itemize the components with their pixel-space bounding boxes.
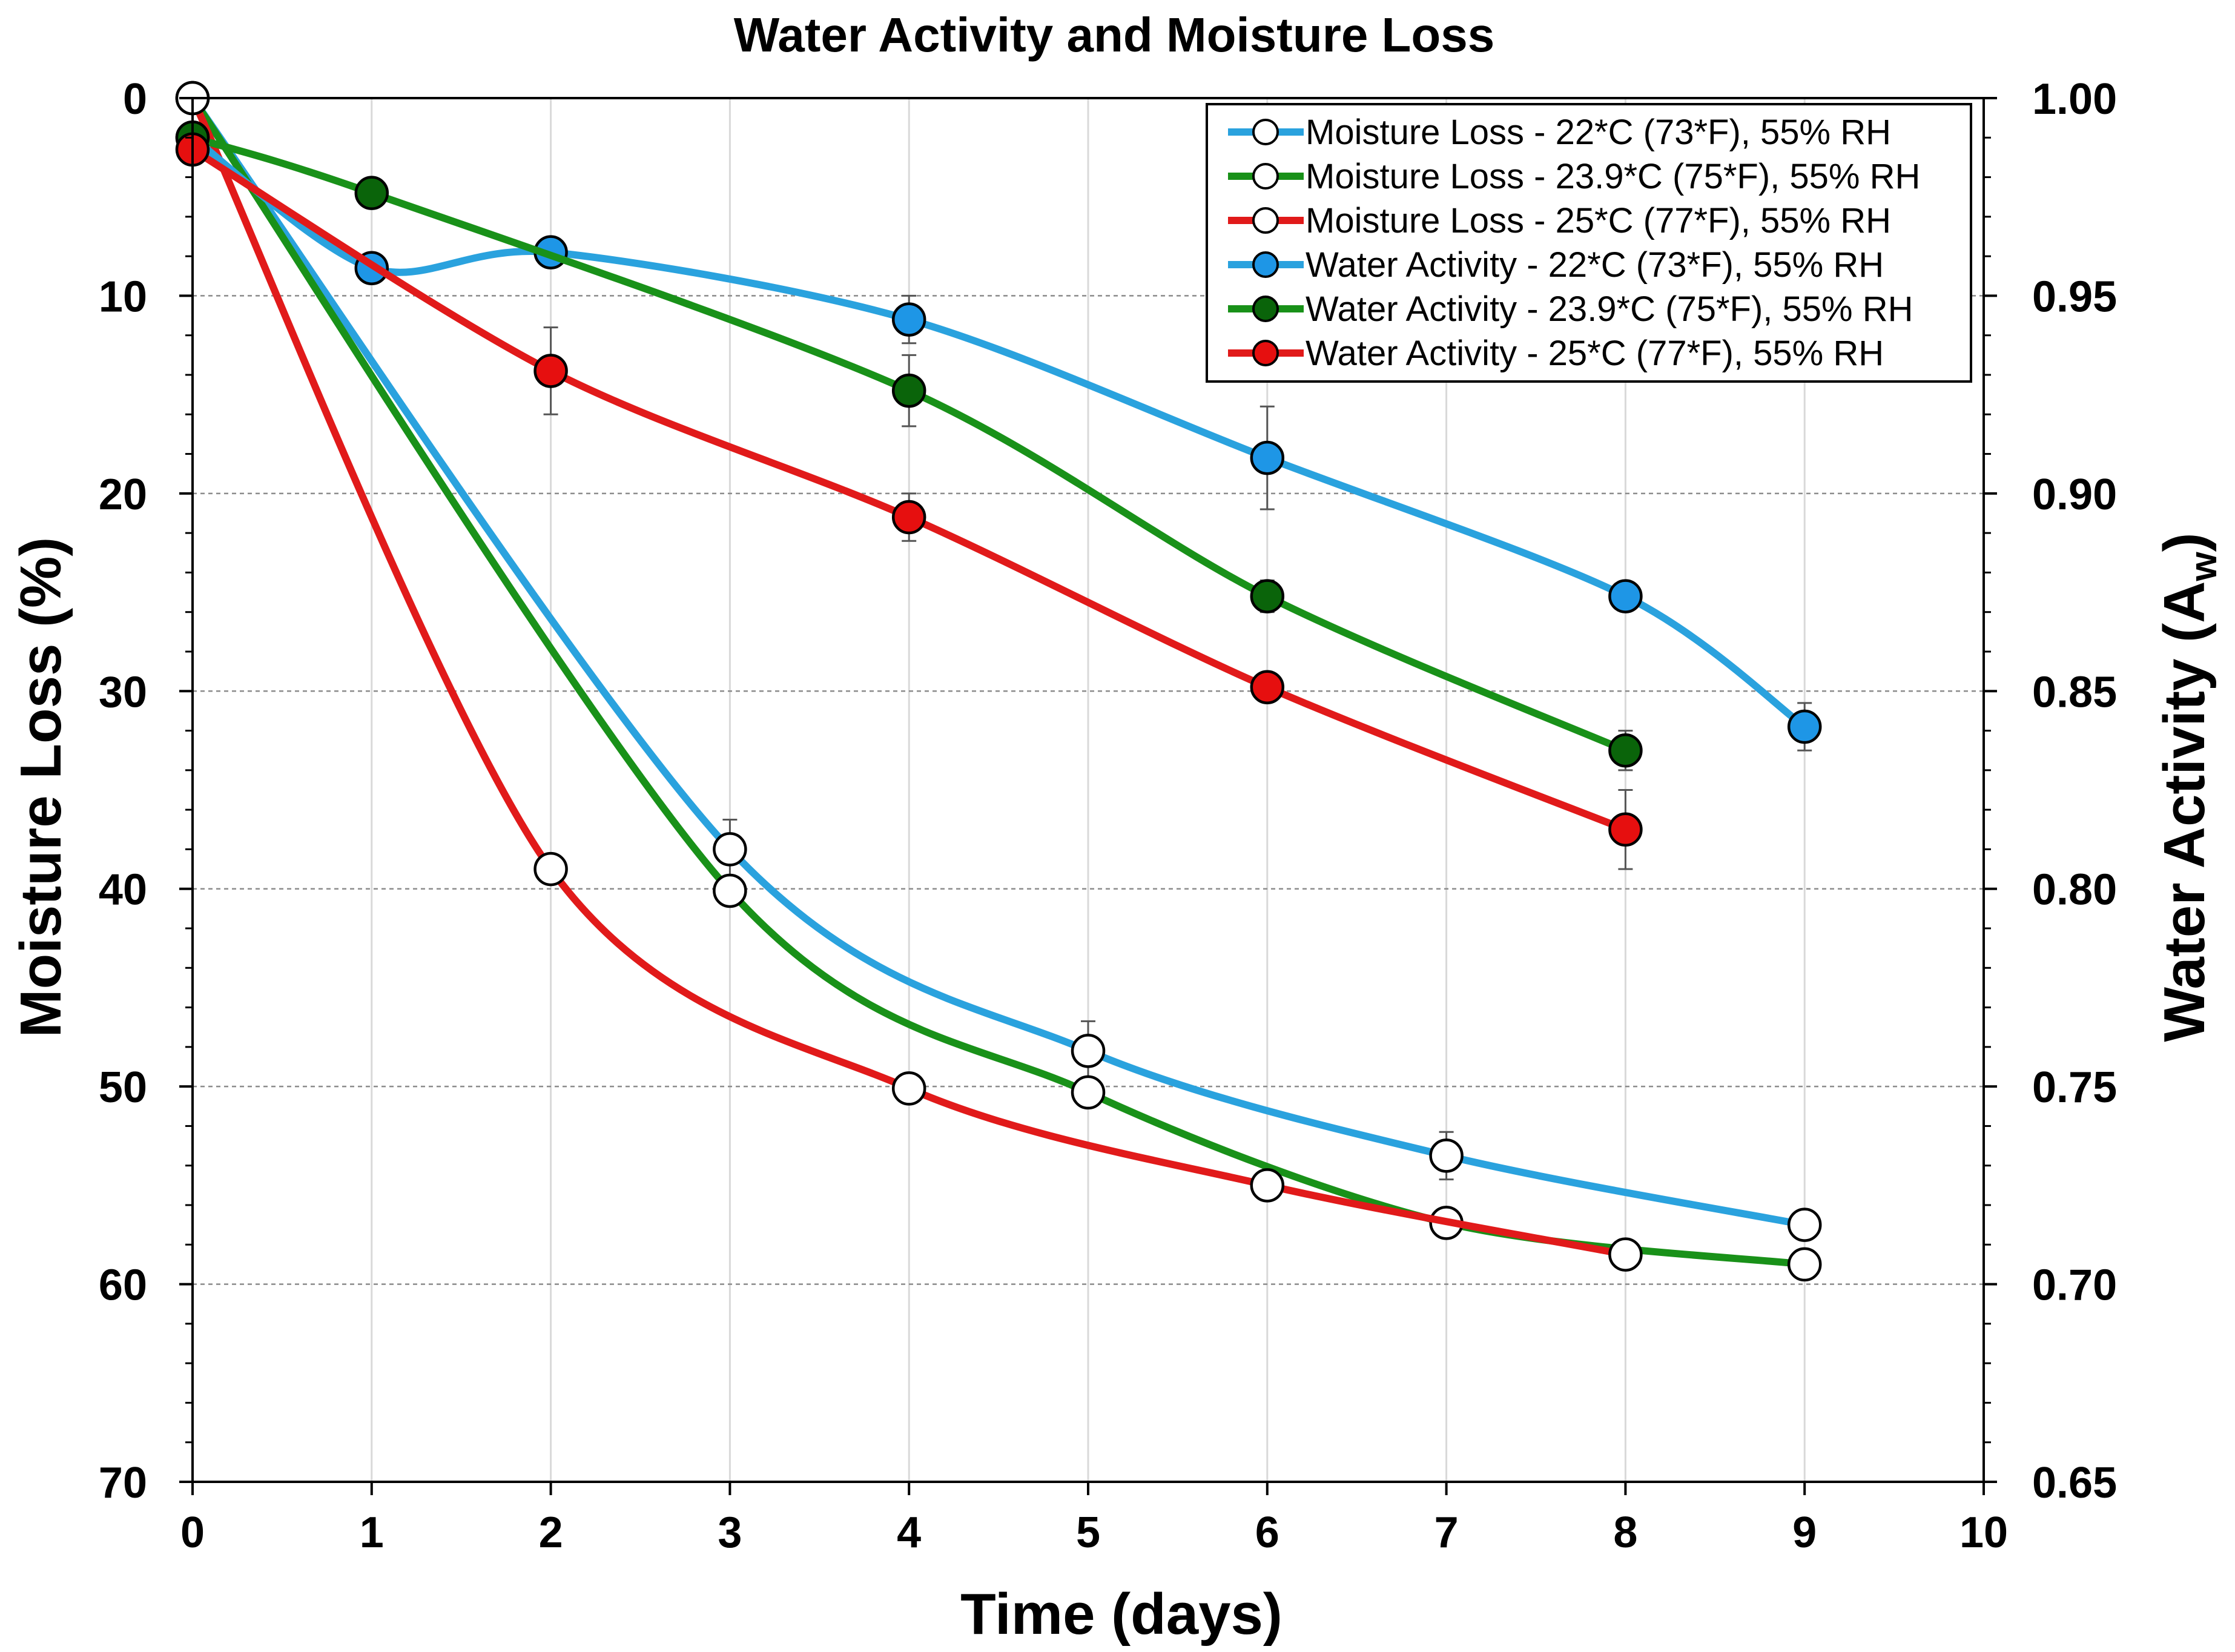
chart-title: Water Activity and Moisture Loss bbox=[734, 8, 1495, 62]
x-tick-label: 2 bbox=[539, 1508, 563, 1557]
data-point bbox=[1071, 1034, 1106, 1068]
data-point bbox=[1071, 1075, 1106, 1110]
legend-item: Moisture Loss - 22*C (73*F), 55% RH bbox=[1228, 113, 1891, 152]
legend-label: Moisture Loss - 22*C (73*F), 55% RH bbox=[1306, 113, 1891, 152]
data-point bbox=[1608, 733, 1643, 768]
data-point bbox=[1787, 709, 1822, 744]
legend-label: Moisture Loss - 25*C (77*F), 55% RH bbox=[1306, 201, 1891, 240]
legend-item: Water Activity - 25*C (77*F), 55% RH bbox=[1228, 334, 1884, 373]
data-point bbox=[1787, 1208, 1822, 1242]
y2-tick-label: 0.90 bbox=[2032, 471, 2117, 519]
x-tick-label: 0 bbox=[180, 1508, 205, 1557]
x-tick-label: 7 bbox=[1434, 1508, 1459, 1557]
legend-marker bbox=[1252, 340, 1279, 366]
data-point bbox=[354, 176, 389, 210]
legend-marker bbox=[1252, 207, 1279, 234]
y2-tick-label: 0.95 bbox=[2032, 273, 2117, 321]
x-tick-label: 6 bbox=[1255, 1508, 1279, 1557]
data-point bbox=[1608, 1237, 1643, 1272]
y-tick-label: 30 bbox=[99, 668, 147, 716]
y2-tick-label: 0.75 bbox=[2032, 1063, 2117, 1112]
x-axis-title: Time (days) bbox=[960, 1582, 1283, 1647]
legend-label: Water Activity - 23.9*C (75*F), 55% RH bbox=[1306, 289, 1913, 329]
data-point bbox=[713, 873, 747, 908]
data-point bbox=[1608, 579, 1643, 613]
data-point bbox=[891, 302, 926, 337]
y2-tick-label: 0.85 bbox=[2032, 668, 2117, 716]
y-tick-label: 70 bbox=[99, 1459, 147, 1507]
legend-marker bbox=[1252, 163, 1279, 190]
y2-tick-label: 1.00 bbox=[2032, 75, 2117, 124]
y-axis-title: Moisture Loss (%) bbox=[8, 537, 73, 1038]
data-point bbox=[1250, 670, 1285, 705]
y2-axis-title-sub: w bbox=[2183, 552, 2225, 582]
data-point bbox=[1250, 1168, 1285, 1203]
legend-label: Water Activity - 25*C (77*F), 55% RH bbox=[1306, 334, 1884, 373]
y-tick-label: 50 bbox=[99, 1063, 147, 1112]
y2-tick-label: 0.65 bbox=[2032, 1459, 2117, 1507]
y-tick-label: 20 bbox=[99, 471, 147, 519]
series-4 bbox=[175, 121, 1643, 771]
legend-marker bbox=[1252, 251, 1279, 278]
x-tick-label: 10 bbox=[1959, 1508, 2008, 1557]
data-point bbox=[1608, 812, 1643, 847]
data-point bbox=[713, 832, 747, 867]
legend-item: Moisture Loss - 25*C (77*F), 55% RH bbox=[1228, 201, 1891, 240]
y2-axis-title: Water Activity (Aw) bbox=[2152, 532, 2225, 1042]
x-tick-label: 1 bbox=[360, 1508, 384, 1557]
data-point bbox=[1250, 440, 1285, 475]
legend-item: Water Activity - 22*C (73*F), 55% RH bbox=[1228, 245, 1884, 285]
data-point bbox=[1787, 1247, 1822, 1282]
legend: Moisture Loss - 22*C (73*F), 55% RH Moist… bbox=[1206, 103, 1972, 383]
legend-box bbox=[1206, 103, 1972, 383]
x-tick-label: 5 bbox=[1076, 1508, 1100, 1557]
axes: 0 1 2 3 4 5 6 7 8 9 10 0 10 20 30 40 50 60 70 1.00 0.95 0.90 0… bbox=[99, 75, 2117, 1557]
data-point bbox=[1429, 1138, 1464, 1173]
y-tick-label: 60 bbox=[99, 1261, 147, 1310]
series-line bbox=[189, 94, 1809, 1229]
legend-marker bbox=[1252, 119, 1279, 145]
series-line bbox=[189, 94, 1629, 1258]
y-tick-label: 40 bbox=[99, 866, 147, 914]
series-layer bbox=[175, 81, 1822, 1282]
y2-tick-label: 0.80 bbox=[2032, 866, 2117, 914]
x-tick-label: 4 bbox=[897, 1508, 921, 1557]
x-tick-label: 8 bbox=[1613, 1508, 1637, 1557]
x-tick-label: 3 bbox=[718, 1508, 742, 1557]
data-point bbox=[533, 851, 568, 887]
legend-label: Water Activity - 22*C (73*F), 55% RH bbox=[1306, 245, 1884, 285]
y2-axis-title-close: ) bbox=[2152, 532, 2217, 552]
data-point bbox=[891, 373, 926, 408]
y2-tick-label: 0.70 bbox=[2032, 1261, 2117, 1310]
data-point bbox=[891, 1071, 926, 1106]
legend-label: Moisture Loss - 23.9*C (75*F), 55% RH bbox=[1306, 157, 1920, 196]
data-point bbox=[533, 354, 568, 388]
y-tick-label: 0 bbox=[123, 75, 147, 124]
data-point bbox=[1250, 579, 1285, 613]
legend-item: Water Activity - 23.9*C (75*F), 55% RH bbox=[1228, 289, 1913, 329]
x-tick-label: 9 bbox=[1792, 1508, 1817, 1557]
y2-axis-title-main: Water Activity (A bbox=[2152, 581, 2217, 1042]
legend-marker bbox=[1252, 296, 1279, 322]
y-tick-label: 10 bbox=[99, 273, 147, 321]
series-2 bbox=[175, 81, 1643, 1272]
legend-item: Moisture Loss - 23.9*C (75*F), 55% RH bbox=[1228, 157, 1920, 196]
data-point bbox=[891, 500, 926, 535]
